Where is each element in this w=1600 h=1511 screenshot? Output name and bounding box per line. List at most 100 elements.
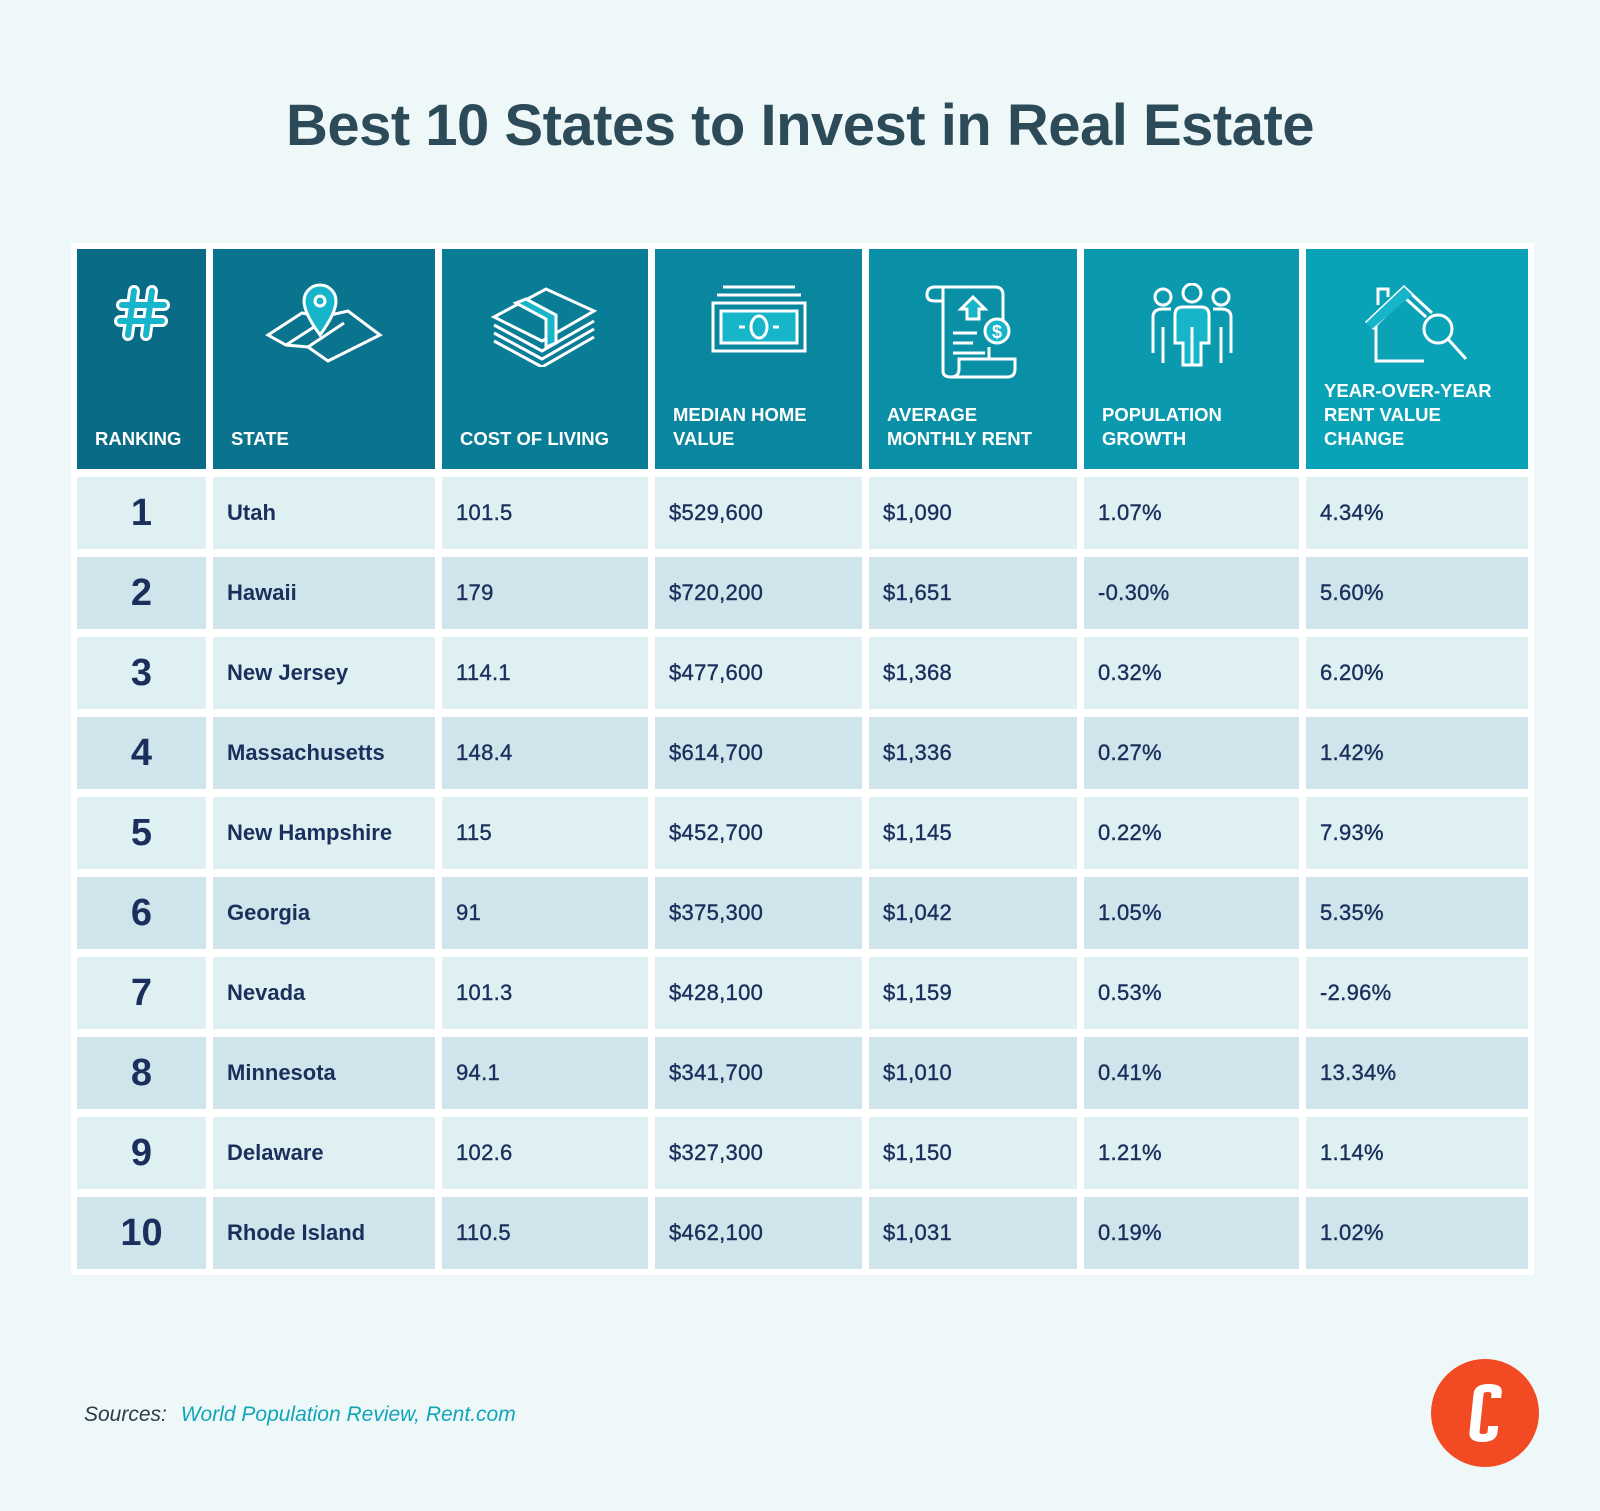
cost-of-living-cell: 114.1 [442, 637, 648, 709]
median-home-value-cell: $327,300 [655, 1117, 862, 1189]
state-cell: Hawaii [213, 557, 435, 629]
people-icon [1151, 283, 1232, 367]
rent-change-cell: 6.20% [1306, 637, 1528, 709]
rank-cell: 4 [77, 717, 206, 789]
rank-cell: 3 [77, 637, 206, 709]
average-rent-cell: $1,090 [869, 477, 1077, 549]
sources-label: Sources: [84, 1403, 167, 1426]
column-header-label: AVERAGE MONTHLY RENT [887, 404, 1032, 449]
population-growth-cell: 0.53% [1084, 957, 1299, 1029]
average-rent-cell: $1,651 [869, 557, 1077, 629]
column-header-label: STATE [231, 428, 289, 449]
brand-logo [1431, 1359, 1539, 1467]
column-header-average-monthly-rent: $ AVERAGE MONTHLY RENT [869, 249, 1077, 469]
money-stack-icon [490, 287, 598, 367]
column-header-state: STATE [213, 249, 435, 469]
table-row: 3 New Jersey 114.1 $477,600 $1,368 0.32% 6.20% [71, 637, 1534, 709]
column-header-label: COST OF LIVING [460, 428, 610, 449]
rankings-table: RANKING STATE COST OF LIVING MEDIAN HOME VA… [71, 243, 1534, 1275]
state-cell: Massachusetts [213, 717, 435, 789]
rent-change-cell: 1.02% [1306, 1197, 1528, 1269]
sources-note: Sources: World Population Review, Rent.c… [84, 1403, 516, 1427]
median-home-value-cell: $452,700 [655, 797, 862, 869]
rank-cell: 2 [77, 557, 206, 629]
rent-change-cell: 4.34% [1306, 477, 1528, 549]
average-rent-cell: $1,159 [869, 957, 1077, 1029]
state-cell: New Jersey [213, 637, 435, 709]
median-home-value-cell: $529,600 [655, 477, 862, 549]
average-rent-cell: $1,368 [869, 637, 1077, 709]
average-rent-cell: $1,145 [869, 797, 1077, 869]
rent-change-cell: -2.96% [1306, 957, 1528, 1029]
rank-cell: 1 [77, 477, 206, 549]
column-header-label: MEDIAN HOME VALUE [673, 404, 807, 449]
cost-of-living-cell: 91 [442, 877, 648, 949]
state-cell: Delaware [213, 1117, 435, 1189]
cost-of-living-cell: 110.5 [442, 1197, 648, 1269]
banknote-icon [711, 285, 806, 353]
rent-change-cell: 1.14% [1306, 1117, 1528, 1189]
table-row: 1 Utah 101.5 $529,600 $1,090 1.07% 4.34% [71, 477, 1534, 549]
population-growth-cell: 1.21% [1084, 1117, 1299, 1189]
population-growth-cell: 1.07% [1084, 477, 1299, 549]
table-row: 7 Nevada 101.3 $428,100 $1,159 0.53% -2.96% [71, 957, 1534, 1029]
rent-change-cell: 1.42% [1306, 717, 1528, 789]
cost-of-living-cell: 94.1 [442, 1037, 648, 1109]
table-row: 9 Delaware 102.6 $327,300 $1,150 1.21% 1.14% [71, 1117, 1534, 1189]
rent-change-cell: 13.34% [1306, 1037, 1528, 1109]
svg-text:$: $ [992, 322, 1002, 342]
state-cell: Nevada [213, 957, 435, 1029]
table-row: 5 New Hampshire 115 $452,700 $1,145 0.22% 7.93… [71, 797, 1534, 869]
sources-links[interactable]: World Population Review, Rent.com [180, 1403, 516, 1426]
median-home-value-cell: $614,700 [655, 717, 862, 789]
average-rent-cell: $1,042 [869, 877, 1077, 949]
logo-c-icon [1469, 1384, 1502, 1442]
rent-document-icon: $ [925, 285, 1017, 379]
map-pin-icon [265, 283, 383, 363]
median-home-value-cell: $341,700 [655, 1037, 862, 1109]
rank-cell: 10 [77, 1197, 206, 1269]
population-growth-cell: -0.30% [1084, 557, 1299, 629]
column-header-label: RANKING [95, 428, 182, 449]
rank-cell: 8 [77, 1037, 206, 1109]
median-home-value-cell: $462,100 [655, 1197, 862, 1269]
population-growth-cell: 0.41% [1084, 1037, 1299, 1109]
table-row: 2 Hawaii 179 $720,200 $1,651 -0.30% 5.60% [71, 557, 1534, 629]
state-cell: Utah [213, 477, 435, 549]
cost-of-living-cell: 115 [442, 797, 648, 869]
table-row: 10 Rhode Island 110.5 $462,100 $1,031 0.19% 1.… [71, 1197, 1534, 1269]
average-rent-cell: $1,336 [869, 717, 1077, 789]
rank-cell: 6 [77, 877, 206, 949]
column-header-ranking: RANKING [77, 249, 206, 469]
average-rent-cell: $1,150 [869, 1117, 1077, 1189]
state-cell: Georgia [213, 877, 435, 949]
column-header-cost-of-living: COST OF LIVING [442, 249, 648, 469]
rent-change-cell: 5.35% [1306, 877, 1528, 949]
population-growth-cell: 1.05% [1084, 877, 1299, 949]
average-rent-cell: $1,031 [869, 1197, 1077, 1269]
table-row: 6 Georgia 91 $375,300 $1,042 1.05% 5.35% [71, 877, 1534, 949]
rank-cell: 9 [77, 1117, 206, 1189]
column-header-year-over-year-rent-value-change: YEAR-OVER-YEAR RENT VALUE CHANGE [1306, 249, 1528, 469]
state-cell: Rhode Island [213, 1197, 435, 1269]
median-home-value-cell: $428,100 [655, 957, 862, 1029]
column-header-median-home-value: MEDIAN HOME VALUE [655, 249, 862, 469]
median-home-value-cell: $477,600 [655, 637, 862, 709]
page-title: Best 10 States to Invest in Real Estate [285, 93, 1315, 158]
hash-icon [113, 285, 170, 341]
table-row: 4 Massachusetts 148.4 $614,700 $1,336 0.27% 1.… [71, 717, 1534, 789]
cost-of-living-cell: 102.6 [442, 1117, 648, 1189]
cost-of-living-cell: 101.3 [442, 957, 648, 1029]
cost-of-living-cell: 101.5 [442, 477, 648, 549]
median-home-value-cell: $375,300 [655, 877, 862, 949]
population-growth-cell: 0.32% [1084, 637, 1299, 709]
median-home-value-cell: $720,200 [655, 557, 862, 629]
population-growth-cell: 0.19% [1084, 1197, 1299, 1269]
state-cell: New Hampshire [213, 797, 435, 869]
house-search-icon [1364, 284, 1468, 363]
cost-of-living-cell: 148.4 [442, 717, 648, 789]
population-growth-cell: 0.22% [1084, 797, 1299, 869]
rent-change-cell: 7.93% [1306, 797, 1528, 869]
column-header-label: YEAR-OVER-YEAR RENT VALUE CHANGE [1324, 380, 1492, 449]
rank-cell: 7 [77, 957, 206, 1029]
